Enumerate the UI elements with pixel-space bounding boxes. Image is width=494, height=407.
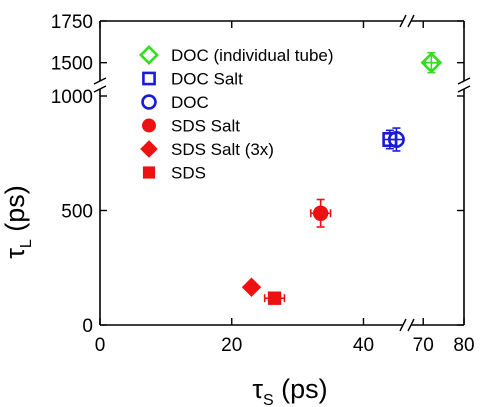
data-point — [267, 291, 282, 305]
legend-label: SDS Salt (3x) — [171, 140, 274, 159]
legend-marker — [141, 94, 157, 110]
y-break-mark — [93, 85, 107, 93]
y-tick-label: 1750 — [51, 12, 93, 33]
legend-label: DOC (individual tube) — [171, 46, 334, 65]
x-break-mark — [407, 318, 415, 332]
data-point — [420, 51, 443, 74]
y-tick-label: 1000 — [51, 87, 93, 108]
y-tick-label: 0 — [82, 316, 93, 337]
x-break-mark — [399, 14, 407, 28]
x-tick-label: 0 — [95, 335, 106, 356]
y-tick-label: 500 — [61, 202, 93, 223]
x-tick-label: 70 — [413, 335, 434, 356]
data-point — [241, 277, 262, 297]
legend-marker — [139, 45, 159, 65]
y-axis-title: τL (ps) — [0, 185, 35, 259]
y-break-mark — [457, 77, 471, 85]
legend-marker — [142, 71, 156, 86]
ticks: 0 500 1000 1500 1750 0 20 40 70 80 — [51, 12, 475, 356]
y-break-mark — [457, 85, 471, 93]
data-points — [241, 51, 443, 305]
x-axis-title: τS (ps) — [252, 374, 327, 407]
legend-marker — [140, 140, 158, 158]
legend-marker — [142, 118, 156, 133]
y-break-mark — [93, 77, 107, 85]
x-break-mark — [407, 14, 415, 28]
data-point — [312, 205, 329, 221]
y-tick-label: 1500 — [51, 54, 93, 75]
legend-label: DOC Salt — [171, 70, 243, 89]
x-break-mark — [399, 318, 407, 332]
axes — [93, 14, 471, 332]
legend: DOC (individual tube) DOC Salt DOC SDS Salt… — [139, 45, 334, 183]
x-tick-label: 20 — [221, 335, 242, 356]
legend-label: SDS Salt — [171, 117, 240, 136]
legend-label: SDS — [171, 164, 206, 183]
legend-label: DOC — [171, 93, 209, 112]
x-tick-label: 80 — [453, 335, 474, 356]
legend-marker — [142, 166, 156, 179]
data-point — [387, 131, 405, 149]
x-tick-label: 40 — [353, 335, 374, 356]
